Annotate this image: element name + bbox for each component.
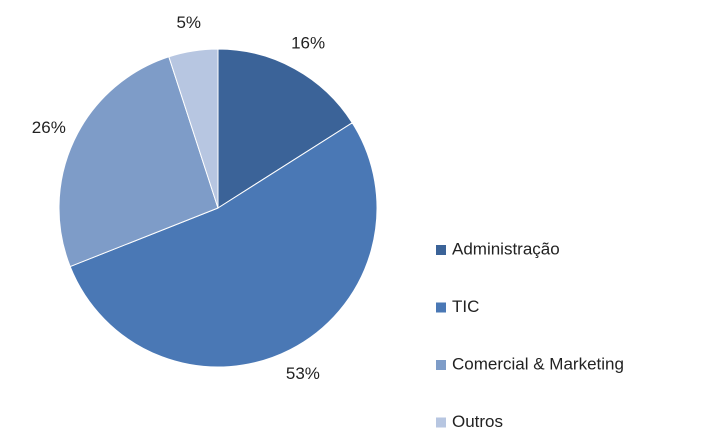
legend-label: TIC (452, 297, 479, 316)
legend-swatch (436, 360, 446, 370)
data-label: 5% (176, 13, 201, 32)
data-label: 26% (32, 118, 66, 137)
legend-swatch (436, 245, 446, 255)
legend-swatch (436, 417, 446, 428)
pie-slice (217, 48, 353, 209)
legend-label: Administração (452, 239, 560, 258)
pie-slice (168, 48, 219, 209)
legend-label: Comercial & Marketing (452, 354, 624, 373)
data-label: 53% (286, 364, 320, 383)
data-label: 16% (291, 34, 325, 53)
legend-label: Outros (452, 412, 503, 430)
legend-swatch (436, 302, 446, 313)
pie-slice (58, 56, 219, 268)
pie-slice (69, 122, 378, 368)
